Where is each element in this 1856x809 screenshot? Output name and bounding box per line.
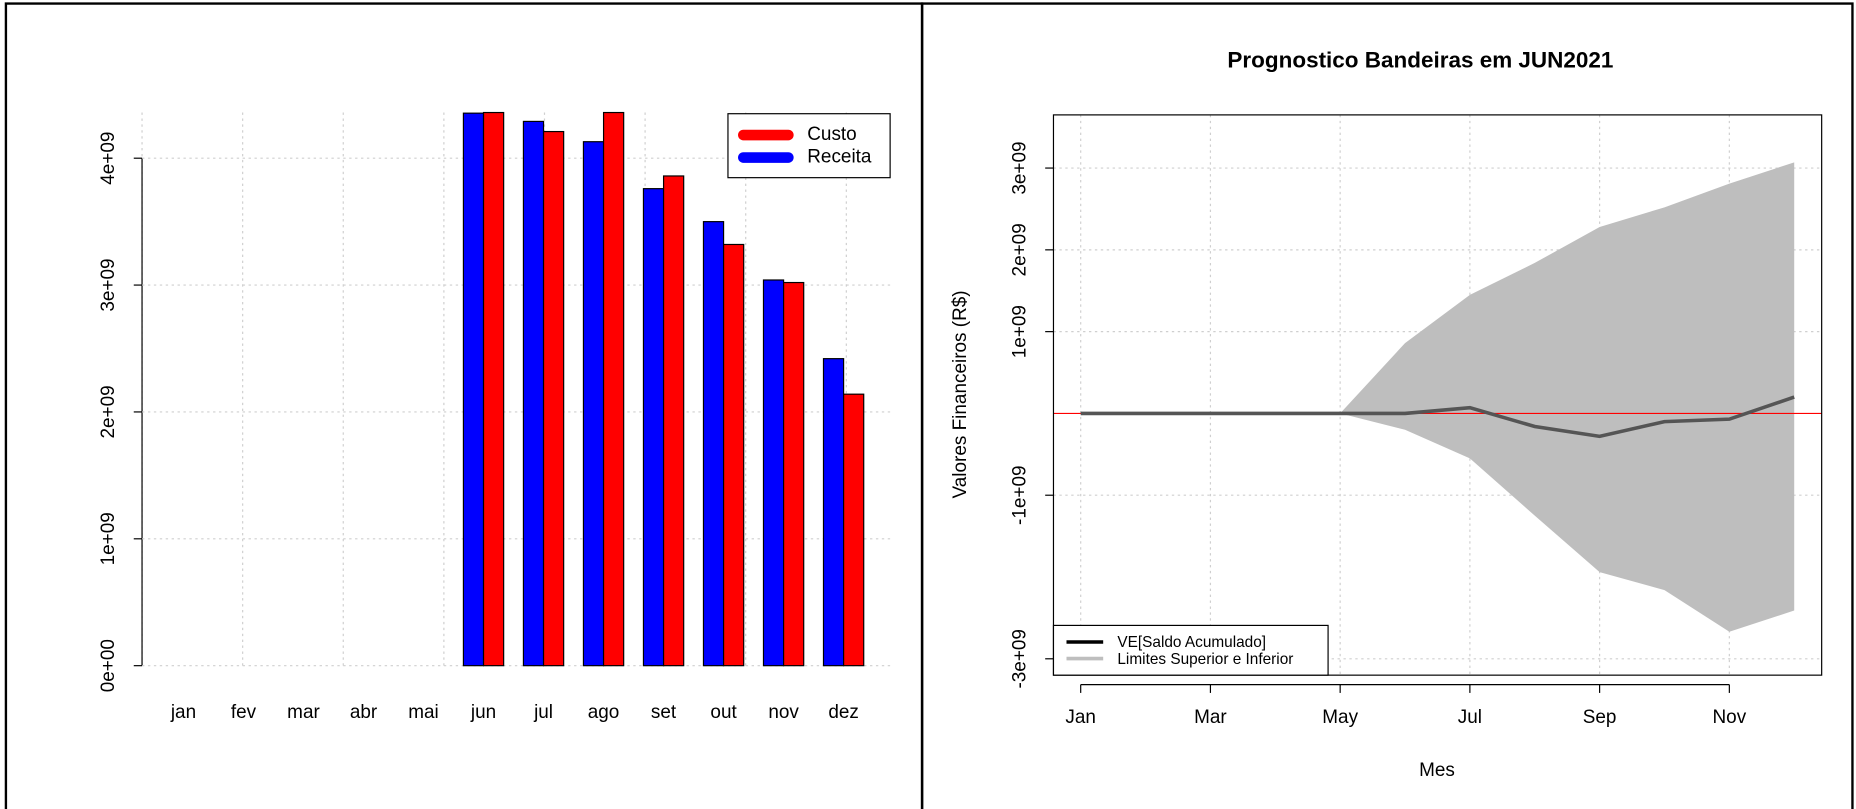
x-tick-label: mai (408, 702, 439, 723)
y-tick-label: -1e+09 (1009, 465, 1030, 525)
legend-label: Custo (807, 124, 856, 145)
x-tick-label: jun (470, 702, 496, 723)
y-tick-label: 1e+09 (98, 512, 119, 565)
legend-label: Receita (807, 147, 872, 168)
y-tick-label: 4e+09 (98, 132, 119, 185)
panel-border (920, 2, 1854, 809)
bar (582, 141, 605, 667)
x-tick-label: Mar (1194, 707, 1227, 728)
x-tick-label: May (1322, 707, 1358, 728)
x-tick-label: Jan (1065, 707, 1096, 728)
bar (602, 111, 625, 667)
chart-title: Prognostico Bandeiras em JUN2021 (1227, 48, 1613, 73)
legend-box (727, 113, 891, 179)
bar (482, 111, 505, 667)
y-tick-label: 1e+09 (1009, 305, 1030, 358)
line (1080, 395, 1795, 439)
x-tick-label: ago (588, 702, 620, 723)
y-tick-label: 3e+09 (1009, 141, 1030, 194)
y-tick-label: 2e+09 (98, 385, 119, 438)
x-tick-label: Nov (1713, 707, 1747, 728)
plot-frame (1052, 114, 1823, 676)
x-tick-label: fev (231, 702, 257, 723)
bar (843, 393, 865, 667)
bar (542, 130, 565, 667)
bar (822, 358, 845, 667)
bar (462, 112, 485, 667)
x-axis-label: Mes (1419, 760, 1455, 781)
bar (642, 188, 665, 667)
bar (522, 120, 545, 667)
y-tick-label: 0e+00 (98, 639, 119, 692)
x-tick-label: set (651, 702, 677, 723)
y-tick-label: -3e+09 (1009, 629, 1030, 689)
y-tick-label: 3e+09 (98, 258, 119, 311)
bar (702, 221, 725, 667)
legend-label: VE[Saldo Acumulado] (1117, 634, 1266, 651)
x-tick-label: Jul (1458, 707, 1482, 728)
legend-label: Limites Superior e Inferior (1117, 651, 1293, 668)
x-tick-label: out (710, 702, 737, 723)
x-tick-label: abr (350, 702, 377, 723)
x-tick-label: Sep (1583, 707, 1617, 728)
bar (762, 279, 785, 667)
y-tick-label: 2e+09 (1009, 223, 1030, 276)
confidence-band (1080, 162, 1795, 632)
y-axis-label: Valores Financeiros (R$) (950, 290, 971, 498)
bar (722, 243, 745, 667)
x-tick-label: mar (287, 702, 320, 723)
legend-box (1052, 624, 1329, 676)
bar (662, 175, 685, 667)
x-tick-label: jan (170, 702, 196, 723)
x-tick-label: dez (828, 702, 859, 723)
x-tick-label: nov (768, 702, 799, 723)
x-tick-label: jul (533, 702, 553, 723)
bar (783, 281, 805, 667)
